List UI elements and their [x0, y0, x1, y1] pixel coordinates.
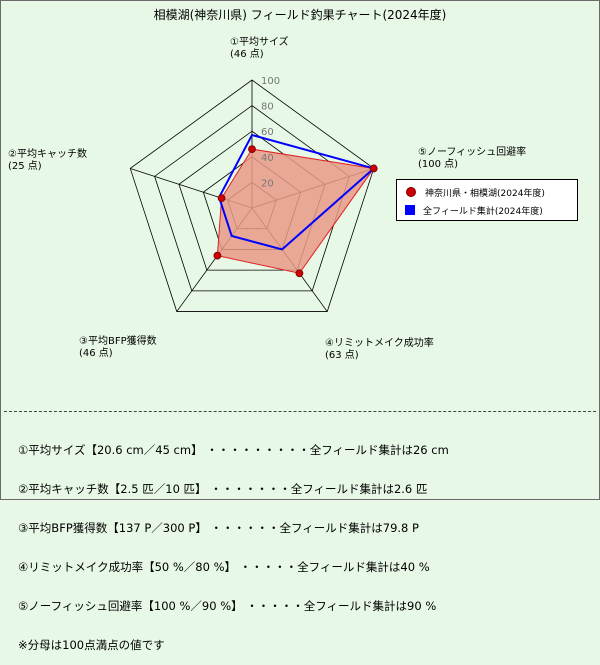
notes-block: ①平均サイズ【20.6 cm／45 cm】 ・・・・・・・・・全フィールド集計は…	[18, 418, 449, 665]
series-line-all-fields	[218, 133, 376, 251]
legend: 神奈川県・相模湖(2024年度) 全フィールド集計(2024年度)	[396, 179, 578, 221]
series-area-field	[216, 148, 375, 274]
legend-label-series2: 全フィールド集計(2024年度)	[423, 206, 543, 217]
note-average-catch: ②平均キャッチ数【2.5 匹／10 匹】 ・・・・・・・全フィールド集計は2.6…	[18, 482, 428, 496]
note-denominator: ※分母は100点満点の値です	[18, 638, 165, 652]
divider	[4, 411, 596, 412]
axis-score: (100 点)	[418, 158, 458, 170]
legend-marker-dot	[406, 187, 416, 197]
tick-label: 60	[261, 127, 274, 138]
tick-label: 40	[261, 153, 274, 164]
note-limit-make: ④リミットメイク成功率【50 %／80 %】 ・・・・・全フィールド集計は40 …	[18, 560, 430, 574]
axis-score: (63 点)	[325, 349, 359, 361]
grid-ring	[129, 79, 375, 312]
axis-label: ④リミットメイク成功率	[325, 336, 434, 349]
data-point	[248, 145, 256, 154]
tick-label: 100	[261, 76, 280, 87]
data-point	[369, 164, 378, 173]
legend-item-series1: 神奈川県・相模湖(2024年度)	[405, 185, 545, 199]
chart-title: 相模湖(神奈川県) フィールド釣果チャート(2024年度)	[153, 8, 447, 22]
axis-score: (25 点)	[8, 160, 42, 172]
note-no-fish: ⑤ノーフィッシュ回避率【100 %／90 %】 ・・・・・全フィールド集計は90…	[18, 599, 437, 613]
axis-label: ②平均キャッチ数	[8, 147, 87, 160]
axis-score: (46 点)	[230, 48, 264, 60]
note-average-bfp: ③平均BFP獲得数【137 P／300 P】 ・・・・・・全フィールド集計は79…	[18, 521, 419, 535]
data-point	[213, 251, 222, 260]
note-average-size: ①平均サイズ【20.6 cm／45 cm】 ・・・・・・・・・全フィールド集計は…	[18, 443, 449, 457]
legend-label-series1: 神奈川県・相模湖(2024年度)	[425, 188, 545, 199]
axis-label: ⑤ノーフィッシュ回避率	[418, 145, 526, 158]
tick-label: 80	[261, 102, 274, 113]
axis-label: ①平均サイズ	[230, 35, 289, 48]
data-point	[295, 269, 304, 278]
axis-score: (46 点)	[79, 347, 113, 359]
legend-item-series2: 全フィールド集計(2024年度)	[405, 203, 543, 217]
tick-label: 20	[261, 178, 274, 189]
data-point	[217, 194, 226, 203]
axis-label: ③平均BFP獲得数	[79, 334, 157, 347]
legend-marker-square	[405, 205, 415, 215]
